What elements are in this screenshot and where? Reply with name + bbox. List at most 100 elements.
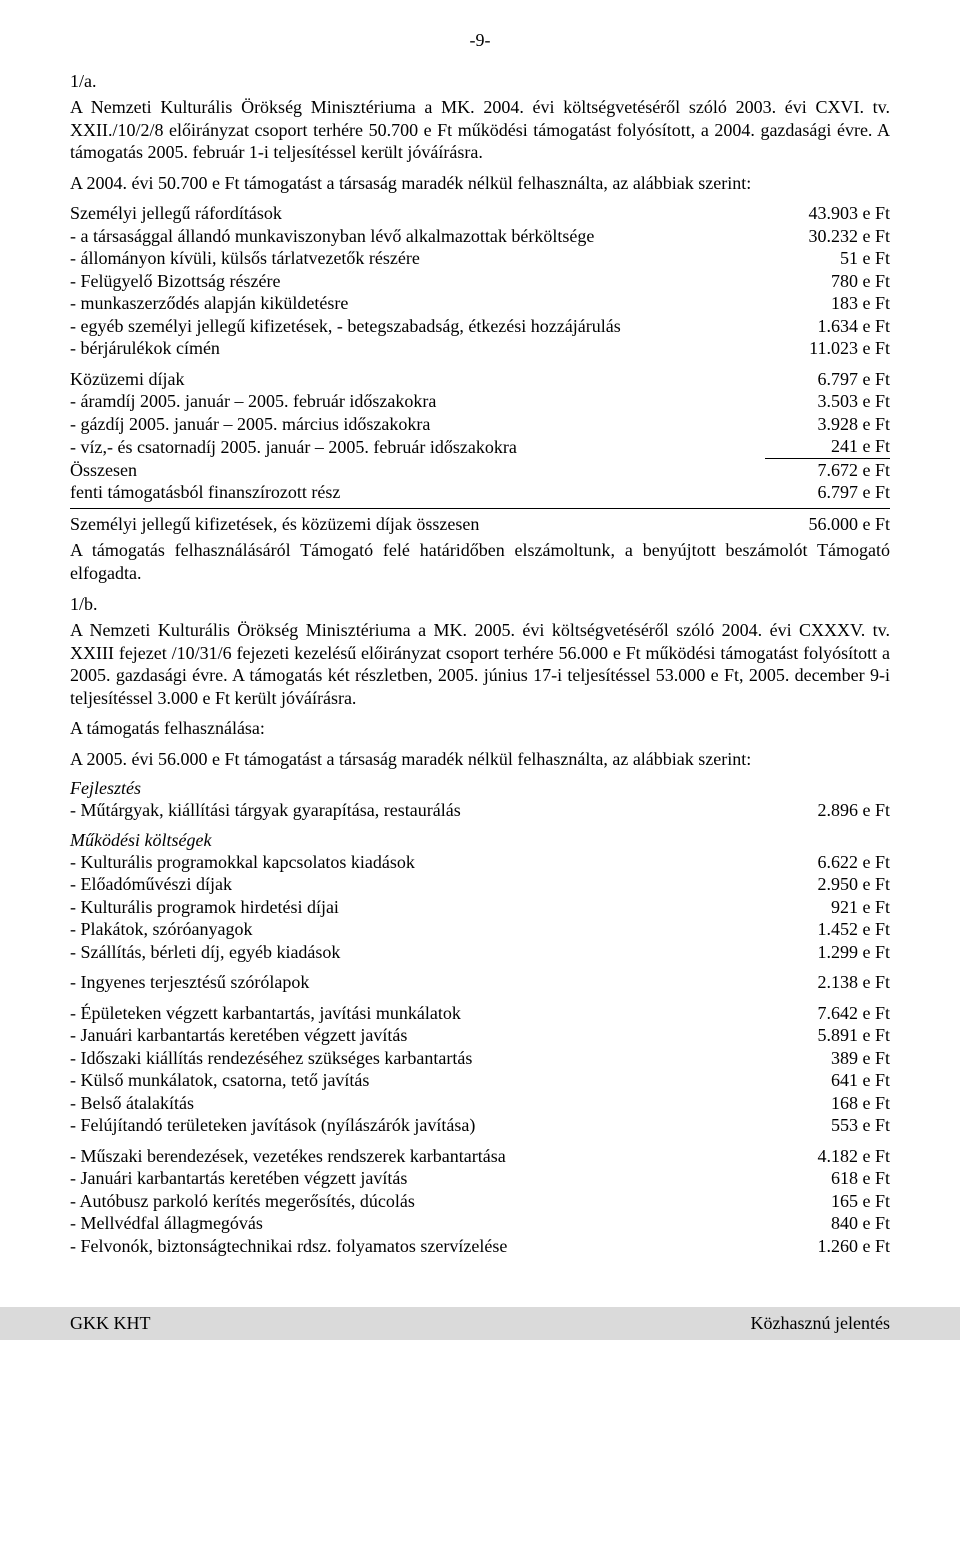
table-row: - gázdíj 2005. január – 2005. március id… xyxy=(70,413,890,436)
row-value: 5.891 e Ft xyxy=(754,1024,890,1047)
row-value: 165 e Ft xyxy=(763,1190,890,1213)
table-row: - áramdíj 2005. január – 2005. február i… xyxy=(70,390,890,413)
table-row: - Januári karbantartás keretében végzett… xyxy=(70,1024,890,1047)
footer-left: GKK KHT xyxy=(70,1313,151,1334)
row-label: - Kulturális programok hirdetési díjai xyxy=(70,896,735,919)
row-label: - Mellvédfal állagmegóvás xyxy=(70,1212,763,1235)
utilities-table: Közüzemi díjak 6.797 e Ft - áramdíj 2005… xyxy=(70,368,890,504)
table-row: - Felügyelő Bizottság részére780 e Ft xyxy=(70,270,890,293)
row-value: 3.928 e Ft xyxy=(765,413,890,436)
row-value: 921 e Ft xyxy=(735,896,890,919)
row-label: - Felügyelő Bizottság részére xyxy=(70,270,775,293)
sum-label: Összesen xyxy=(70,458,765,481)
utilities-title: Közüzemi díjak xyxy=(70,368,765,391)
row-value: 641 e Ft xyxy=(754,1069,890,1092)
table-row: - Autóbusz parkoló kerítés megerősítés, … xyxy=(70,1190,890,1213)
row-label: - a társasággal állandó munkaviszonyban … xyxy=(70,225,775,248)
table-row: - Előadóművészi díjak2.950 e Ft xyxy=(70,873,890,896)
table-row: - egyéb személyi jellegű kifizetések, - … xyxy=(70,315,890,338)
row-label: - Januári karbantartás keretében végzett… xyxy=(70,1024,754,1047)
epuletek-label: - Épületeken végzett karbantartás, javít… xyxy=(70,1002,754,1025)
section-1b-para1: A Nemzeti Kulturális Örökség Minisztériu… xyxy=(70,619,890,709)
section-1a-para2: A 2004. évi 50.700 e Ft támogatást a tár… xyxy=(70,172,890,195)
grand-row: Személyi jellegű kifizetések, és közüzem… xyxy=(70,513,890,536)
personnel-table: Személyi jellegű ráfordítások 43.903 e F… xyxy=(70,202,890,360)
row-value: 241 e Ft xyxy=(765,435,890,458)
table-row: - Plakátok, szóróanyagok1.452 e Ft xyxy=(70,918,890,941)
row-label: - gázdíj 2005. január – 2005. március id… xyxy=(70,413,765,436)
row-value: 553 e Ft xyxy=(754,1114,890,1137)
row-value: 3.503 e Ft xyxy=(765,390,890,413)
page: -9- 1/a. A Nemzeti Kulturális Örökség Mi… xyxy=(0,0,960,1277)
table-row: - Kulturális programok hirdetési díjai92… xyxy=(70,896,890,919)
ingyenes-row: - Ingyenes terjesztésű szórólapok 2.138 … xyxy=(70,971,890,994)
row-value: 1.452 e Ft xyxy=(735,918,890,941)
ingyenes-value: 2.138 e Ft xyxy=(684,971,890,994)
table-row: - víz,- és csatornadíj 2005. január – 20… xyxy=(70,435,890,458)
table-row: - bérjárulékok címén11.023 e Ft xyxy=(70,337,890,360)
row-value: 183 e Ft xyxy=(775,292,890,315)
table-row: - Kulturális programokkal kapcsolatos ki… xyxy=(70,851,890,874)
grand-value: 56.000 e Ft xyxy=(743,513,890,536)
section-1b-para2: A támogatás felhasználása: xyxy=(70,717,890,740)
mukodesi-table: - Kulturális programokkal kapcsolatos ki… xyxy=(70,851,890,964)
row-label: - Januári karbantartás keretében végzett… xyxy=(70,1167,763,1190)
epuletek-header-row: - Épületeken végzett karbantartás, javít… xyxy=(70,1002,890,1025)
row-label: - állományon kívüli, külsős tárlatvezető… xyxy=(70,247,775,270)
row-label: - Plakátok, szóróanyagok xyxy=(70,918,735,941)
row-label: - Belső átalakítás xyxy=(70,1092,754,1115)
epuletek-value: 7.642 e Ft xyxy=(754,1002,890,1025)
fejlesztes-value: 2.896 e Ft xyxy=(750,799,890,822)
row-label: - Időszaki kiállítás rendezéséhez szüksé… xyxy=(70,1047,754,1070)
section-1a-para1: A Nemzeti Kulturális Örökség Minisztériu… xyxy=(70,96,890,164)
muszaki-table: - Műszaki berendezések, vezetékes rendsz… xyxy=(70,1145,890,1258)
table-row: - Januári karbantartás keretében végzett… xyxy=(70,1167,890,1190)
section-1a-label: 1/a. xyxy=(70,71,890,92)
section-1b-para3: A 2005. évi 56.000 e Ft támogatást a tár… xyxy=(70,748,890,771)
row-value: 389 e Ft xyxy=(754,1047,890,1070)
row-value: 11.023 e Ft xyxy=(775,337,890,360)
sum-row: Összesen 7.672 e Ft xyxy=(70,458,890,481)
grand-label: Személyi jellegű kifizetések, és közüzem… xyxy=(70,513,743,536)
row-label: - Autóbusz parkoló kerítés megerősítés, … xyxy=(70,1190,763,1213)
row-label: - Külső munkálatok, csatorna, tető javít… xyxy=(70,1069,754,1092)
sum-value: 7.672 e Ft xyxy=(765,458,890,481)
muszaki-header-row: - Műszaki berendezések, vezetékes rendsz… xyxy=(70,1145,890,1168)
table-row: - Belső átalakítás168 e Ft xyxy=(70,1092,890,1115)
fejlesztes-row: - Műtárgyak, kiállítási tárgyak gyarapít… xyxy=(70,799,890,822)
row-label: - Felvonók, biztonságtechnikai rdsz. fol… xyxy=(70,1235,763,1258)
row-value: 780 e Ft xyxy=(775,270,890,293)
row-label: - Kulturális programokkal kapcsolatos ki… xyxy=(70,851,735,874)
table-row: - a társasággal állandó munkaviszonyban … xyxy=(70,225,890,248)
mukodesi-title: Működési költségek xyxy=(70,830,890,851)
table-row: - Felvonók, biztonságtechnikai rdsz. fol… xyxy=(70,1235,890,1258)
financed-row: fenti támogatásból finanszírozott rész 6… xyxy=(70,481,890,504)
row-value: 2.950 e Ft xyxy=(735,873,890,896)
row-value: 618 e Ft xyxy=(763,1167,890,1190)
divider xyxy=(70,508,890,509)
muszaki-label: - Műszaki berendezések, vezetékes rendsz… xyxy=(70,1145,763,1168)
table-row: - Szállítás, bérleti díj, egyéb kiadások… xyxy=(70,941,890,964)
table-row: - állományon kívüli, külsős tárlatvezető… xyxy=(70,247,890,270)
row-value: 6.622 e Ft xyxy=(735,851,890,874)
table-row: - Felújítandó területeken javítások (nyí… xyxy=(70,1114,890,1137)
footer-right: Közhasznú jelentés xyxy=(751,1313,890,1334)
row-value: 1.634 e Ft xyxy=(775,315,890,338)
row-label: - Előadóművészi díjak xyxy=(70,873,735,896)
utilities-header-row: Közüzemi díjak 6.797 e Ft xyxy=(70,368,890,391)
financed-value: 6.797 e Ft xyxy=(765,481,890,504)
fejlesztes-table: - Műtárgyak, kiállítási tárgyak gyarapít… xyxy=(70,799,890,822)
muszaki-value: 4.182 e Ft xyxy=(763,1145,890,1168)
financed-label: fenti támogatásból finanszírozott rész xyxy=(70,481,765,504)
section-1b-label: 1/b. xyxy=(70,594,890,615)
row-label: - bérjárulékok címén xyxy=(70,337,775,360)
ingyenes-label: - Ingyenes terjesztésű szórólapok xyxy=(70,971,684,994)
row-label: - víz,- és csatornadíj 2005. január – 20… xyxy=(70,435,765,458)
page-number: -9- xyxy=(70,30,890,51)
utilities-total: 6.797 e Ft xyxy=(765,368,890,391)
row-value: 168 e Ft xyxy=(754,1092,890,1115)
table-row: - Mellvédfal állagmegóvás840 e Ft xyxy=(70,1212,890,1235)
table-row: - Időszaki kiállítás rendezéséhez szüksé… xyxy=(70,1047,890,1070)
section-1a-closing: A támogatás felhasználásáról Támogató fe… xyxy=(70,539,890,584)
personnel-total: 43.903 e Ft xyxy=(775,202,890,225)
